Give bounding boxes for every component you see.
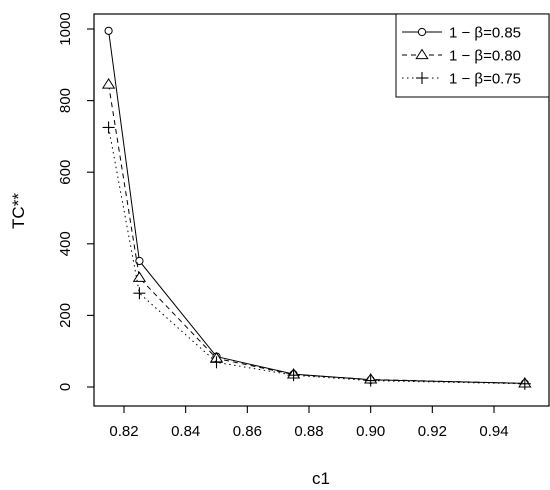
data-point-circle <box>135 256 144 266</box>
y-axis-label: TC** <box>9 193 28 229</box>
x-axis: 0.82 0.84 0.86 0.88 0.90 0.92 0.94 <box>109 405 509 440</box>
legend-entry: 1 − β=0.75 <box>402 71 521 88</box>
y-tick-label: 0 <box>57 383 74 391</box>
legend-entry: 1 − β=0.80 <box>402 48 521 65</box>
x-tick-label: 0.90 <box>356 423 385 440</box>
x-axis-label: c1 <box>312 469 330 488</box>
y-tick-label: 600 <box>57 160 74 185</box>
y-tick-label: 800 <box>57 88 74 113</box>
legend-entry: 1 − β=0.85 <box>402 25 521 42</box>
x-tick-label: 0.94 <box>479 423 508 440</box>
series-2 <box>101 78 532 388</box>
y-tick-label: 1000 <box>57 12 74 45</box>
legend-label: 1 − β=0.80 <box>449 48 521 65</box>
data-point-circle <box>104 26 113 35</box>
data-point-plus <box>287 369 300 382</box>
data-point-plus <box>210 356 223 369</box>
data-point-plus <box>133 287 146 300</box>
x-tick-label: 0.88 <box>294 423 323 440</box>
data-point-plus <box>102 121 115 134</box>
y-tick-label: 200 <box>57 303 74 328</box>
y-axis: 0 200 400 600 800 1000 <box>57 12 95 391</box>
x-tick-label: 0.82 <box>109 423 138 440</box>
legend-label: 1 − β=0.75 <box>449 71 521 88</box>
legend-label: 1 − β=0.85 <box>449 25 521 42</box>
legend-marker-triangle <box>415 48 429 60</box>
series-3 <box>102 121 531 390</box>
x-tick-label: 0.86 <box>233 423 262 440</box>
data-point-plus <box>518 377 531 390</box>
x-tick-label: 0.92 <box>418 423 447 440</box>
data-point-triangle <box>132 271 147 282</box>
legend-marker-plus <box>416 72 428 84</box>
legend-marker-circle <box>417 27 427 37</box>
series-line <box>108 127 525 385</box>
x-tick-label: 0.84 <box>171 423 200 440</box>
data-point-triangle <box>101 78 116 89</box>
legend: 1 − β=0.85 1 − β=0.80 1 − β=0.75 <box>395 13 550 98</box>
series-line <box>108 84 525 384</box>
series-layer <box>101 26 532 390</box>
data-point-plus <box>364 374 377 387</box>
y-tick-label: 400 <box>57 231 74 256</box>
